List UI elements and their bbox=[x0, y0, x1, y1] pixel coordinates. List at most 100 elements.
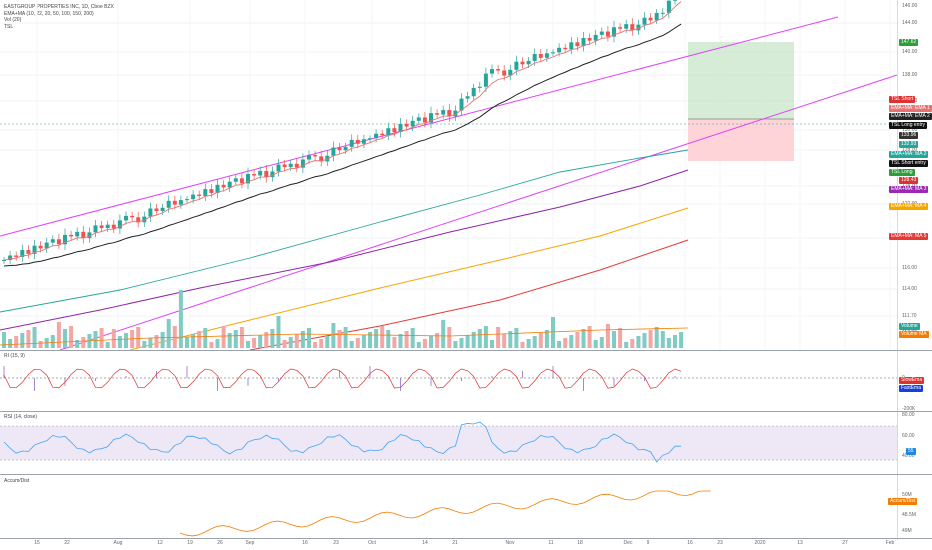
candle bbox=[404, 123, 409, 127]
indicator-tsl[interactable]: TSL bbox=[4, 23, 14, 30]
volume-bar bbox=[355, 338, 360, 348]
candle bbox=[14, 255, 19, 257]
chart-legend: EASTGROUP PROPERTIES INC, 1D, Cboe BZX E… bbox=[4, 4, 114, 30]
rsi-pane[interactable]: RSI (14, close) bbox=[0, 412, 932, 474]
volume-bar bbox=[197, 331, 202, 348]
candle bbox=[361, 139, 366, 144]
pane-separator[interactable] bbox=[0, 474, 932, 475]
volume-bar bbox=[605, 324, 610, 348]
volume-bar bbox=[404, 331, 409, 348]
volume-bar bbox=[679, 332, 684, 348]
candle bbox=[99, 225, 104, 229]
candle bbox=[410, 120, 415, 127]
price-pane[interactable]: EASTGROUP PROPERTIES INC, 1D, Cboe BZX E… bbox=[0, 0, 932, 350]
volume-bar bbox=[32, 327, 37, 348]
price-tick: 114.00 bbox=[902, 286, 917, 292]
accum-chart-canvas[interactable] bbox=[0, 475, 897, 538]
volume-bar bbox=[246, 341, 250, 348]
candle bbox=[166, 200, 171, 208]
time-tick: Aug bbox=[113, 540, 123, 546]
ri-pane[interactable]: RI (15, 9) bbox=[0, 351, 932, 411]
volume-bar bbox=[441, 320, 446, 348]
candle bbox=[496, 69, 501, 71]
candle bbox=[264, 170, 269, 178]
time-tick: 16 bbox=[687, 540, 693, 546]
candle bbox=[636, 24, 641, 31]
candle bbox=[355, 139, 360, 144]
candle bbox=[63, 234, 67, 245]
volume-bar bbox=[282, 340, 287, 348]
candle bbox=[386, 128, 391, 136]
candle bbox=[148, 208, 153, 217]
candle bbox=[258, 170, 263, 176]
time-tick: Nov bbox=[505, 540, 515, 546]
candle bbox=[459, 98, 464, 111]
candle bbox=[642, 17, 647, 25]
volume-bar bbox=[374, 329, 379, 348]
channel-upper bbox=[0, 16, 839, 237]
rsi-chart-canvas[interactable] bbox=[0, 412, 897, 474]
pane-separator[interactable] bbox=[0, 411, 932, 412]
ri-tag: FastEma bbox=[899, 385, 924, 392]
candle bbox=[252, 174, 257, 176]
pane-separator[interactable] bbox=[0, 350, 932, 351]
price-chart-canvas[interactable] bbox=[0, 0, 897, 350]
volume-bar bbox=[203, 328, 208, 348]
volume-bar bbox=[636, 336, 641, 348]
candle bbox=[215, 184, 220, 193]
candle bbox=[380, 133, 385, 136]
symbol-title[interactable]: EASTGROUP PROPERTIES INC, 1D, Cboe BZX bbox=[4, 4, 114, 10]
volume-bar bbox=[239, 327, 244, 348]
volume-tag: Volume bbox=[899, 323, 920, 330]
ma-150-line bbox=[129, 207, 689, 350]
rsi-title[interactable]: RSI (14, close) bbox=[4, 414, 38, 420]
volume-bar bbox=[258, 335, 263, 348]
price-tick: 138.00 bbox=[902, 72, 918, 78]
indicator-volume[interactable]: Vol (20) bbox=[4, 17, 22, 24]
ri-chart-canvas[interactable] bbox=[0, 351, 897, 411]
price-tag: TSL Short bbox=[889, 96, 916, 103]
candle bbox=[136, 217, 141, 223]
volume-bar bbox=[575, 332, 580, 348]
candle bbox=[142, 216, 147, 223]
candle bbox=[593, 34, 598, 41]
volume-bar bbox=[502, 334, 507, 348]
candle bbox=[81, 231, 86, 239]
volume-bar bbox=[270, 329, 275, 348]
rsi-tick: 40.00 bbox=[902, 453, 915, 459]
volume-bar bbox=[618, 328, 623, 348]
time-tick: 15 bbox=[34, 540, 40, 546]
candle bbox=[612, 27, 616, 37]
ri-title[interactable]: RI (15, 9) bbox=[4, 353, 25, 359]
candle bbox=[581, 38, 586, 47]
candle bbox=[368, 138, 372, 140]
volume-bar bbox=[532, 336, 537, 348]
candle bbox=[392, 128, 397, 133]
slow-ema-line bbox=[3, 368, 682, 389]
volume-bar bbox=[453, 341, 458, 348]
accum-line bbox=[179, 490, 711, 537]
volume-bar bbox=[343, 327, 348, 348]
accum-pane[interactable]: Accum/Dist bbox=[0, 475, 932, 538]
volume-bar bbox=[673, 335, 677, 348]
volume-bar bbox=[447, 327, 452, 348]
time-tick: 2020 bbox=[754, 540, 766, 546]
candle bbox=[648, 17, 653, 21]
accum-title[interactable]: Accum/Dist bbox=[4, 478, 30, 484]
candle bbox=[130, 215, 135, 218]
candle bbox=[227, 181, 232, 188]
candle bbox=[172, 200, 177, 205]
volume-bar bbox=[38, 341, 43, 348]
volume-bar bbox=[75, 340, 80, 348]
rsi-line bbox=[3, 421, 682, 463]
volume-bar bbox=[380, 326, 385, 348]
price-tag: EMA+MA: MA 3 bbox=[889, 186, 929, 193]
ri-tag: SlowEma bbox=[899, 377, 925, 384]
volume-bar bbox=[307, 328, 311, 348]
indicator-ema-ma[interactable]: EMA+MA (10, 22, 20, 50, 100, 150, 200) bbox=[4, 10, 94, 17]
volume-bar bbox=[50, 335, 55, 348]
candle bbox=[93, 225, 98, 233]
time-tick: Feb bbox=[885, 540, 895, 546]
candle bbox=[538, 54, 543, 58]
long-target-zone bbox=[688, 42, 794, 119]
